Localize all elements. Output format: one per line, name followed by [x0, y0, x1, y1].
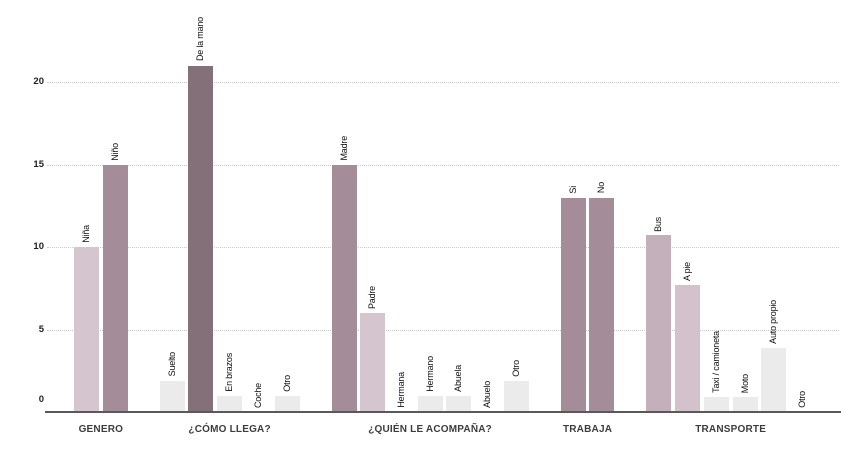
- bar-value-label: Bus: [653, 216, 664, 232]
- bar-value-label: Niña: [81, 225, 91, 243]
- bar-value-label: Padre: [367, 285, 378, 309]
- x-axis-line: [45, 411, 841, 413]
- bar-value-label: A pie: [682, 261, 693, 281]
- y-tick-label: 20: [33, 76, 44, 87]
- gridline: [47, 329, 839, 331]
- bar: [646, 235, 672, 412]
- bar-value-label: Otro: [796, 391, 807, 408]
- bar-value-label: No: [596, 182, 607, 194]
- category-label: ¿QUIÉN LE ACOMPAÑA?: [368, 424, 492, 435]
- bar: [102, 164, 128, 412]
- bar: [446, 395, 472, 412]
- y-tick-label: 15: [33, 158, 44, 170]
- bar: [331, 164, 357, 412]
- bar-value-label: Abuela: [453, 364, 464, 392]
- bar: [589, 197, 615, 412]
- category-label: ¿CÓMO LLEGA?: [188, 424, 271, 435]
- bar-value-label: Auto propio: [768, 299, 779, 344]
- bar: [274, 395, 300, 412]
- bar: [675, 284, 701, 412]
- bar-value-label: Abuelo: [482, 381, 492, 408]
- bar-value-label: Suelto: [166, 352, 177, 377]
- bar-value-label: Coche: [252, 382, 263, 408]
- bar-value-label: Niño: [109, 142, 120, 161]
- category-label: TRANSPORTE: [695, 424, 767, 435]
- bar: [560, 197, 586, 412]
- bar: [703, 397, 729, 412]
- bar: [159, 380, 185, 412]
- bar-value-label: Taxi / camioneta: [710, 331, 721, 394]
- bar-value-label: Si: [567, 185, 578, 194]
- bar: [217, 395, 243, 412]
- bar-value-label: Moto: [739, 373, 750, 394]
- bar: [188, 65, 214, 412]
- y-tick-label: 10: [33, 241, 44, 252]
- bar: [732, 397, 758, 412]
- gridline: [47, 247, 839, 248]
- bar: [761, 347, 787, 412]
- bar-value-label: Madre: [338, 135, 349, 161]
- gridline: [47, 164, 839, 166]
- category-label: TRABAJA: [562, 424, 613, 435]
- bar-value-label: Otro: [510, 359, 521, 377]
- bar-value-label: Otro: [281, 374, 292, 392]
- bar-value-label: Hermana: [395, 372, 406, 408]
- gridline: [47, 82, 839, 83]
- bar: [360, 313, 386, 412]
- y-tick-label: 5: [38, 323, 44, 335]
- bar: [74, 247, 99, 412]
- bar: [503, 380, 529, 412]
- bar: [417, 395, 443, 412]
- bar-value-label: De la mano: [195, 17, 206, 62]
- bar-value-label: En brazos: [224, 352, 235, 392]
- category-label: GENERO: [78, 424, 124, 435]
- y-tick-label: 0: [38, 394, 44, 405]
- bar-value-label: Hermano: [424, 355, 435, 392]
